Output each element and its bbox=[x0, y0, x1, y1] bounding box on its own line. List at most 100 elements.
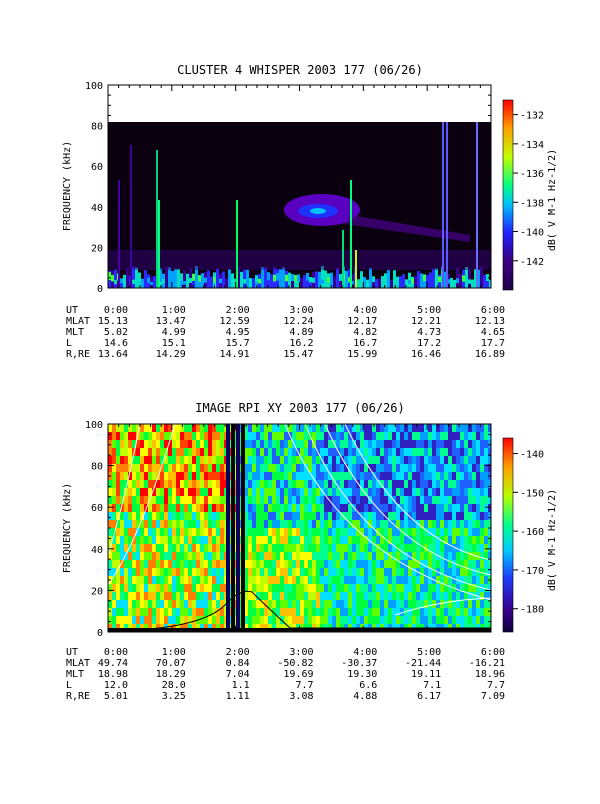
spectrogram-cell bbox=[208, 592, 212, 600]
spectrogram-cell bbox=[176, 552, 180, 560]
ephemeris-value: 0:00 bbox=[104, 305, 128, 316]
spectrogram-cell bbox=[140, 472, 144, 480]
spectrogram-cell bbox=[220, 600, 224, 608]
spectrogram-cell bbox=[136, 464, 140, 472]
spectrogram-cell bbox=[308, 528, 312, 536]
spectrogram-cell bbox=[268, 496, 272, 504]
spectrogram-cell bbox=[484, 496, 488, 504]
spectrogram-cell bbox=[412, 472, 416, 480]
spectrogram-cell bbox=[408, 504, 412, 512]
spectrogram-cell bbox=[248, 432, 252, 440]
spectrogram-cell bbox=[456, 568, 460, 576]
spectrogram-cell bbox=[472, 512, 476, 520]
spectrogram-cell bbox=[208, 496, 212, 504]
spectrogram-cell bbox=[332, 600, 336, 608]
spectrogram-cell bbox=[356, 424, 360, 432]
spectrogram-cell bbox=[340, 608, 344, 616]
spectrogram-cell bbox=[440, 560, 444, 568]
spectrogram-cell bbox=[348, 480, 352, 488]
spectrogram-cell bbox=[300, 480, 304, 488]
spectrogram-dark-band bbox=[241, 424, 245, 632]
spectrogram-cell bbox=[440, 600, 444, 608]
spectrogram-cell bbox=[136, 600, 140, 608]
spectrogram-cell bbox=[428, 552, 432, 560]
spectrogram-cell bbox=[208, 576, 212, 584]
spectrogram-cell bbox=[172, 536, 176, 544]
spectrogram-cell bbox=[135, 267, 138, 288]
spectrogram-cell bbox=[108, 272, 111, 281]
spectrogram-cell bbox=[316, 584, 320, 592]
spectrogram-cell bbox=[416, 440, 420, 448]
spectrogram-cell bbox=[252, 616, 256, 624]
spectrogram-cell bbox=[264, 528, 268, 536]
spectrogram-cell bbox=[476, 424, 480, 432]
spectrogram-cell bbox=[196, 568, 200, 576]
spectrogram-cell bbox=[364, 568, 368, 576]
spectrogram-cell bbox=[476, 488, 480, 496]
spectrogram-cell bbox=[216, 560, 220, 568]
spectrogram-cell bbox=[476, 496, 480, 504]
spectrogram-cell bbox=[447, 279, 450, 284]
spectrogram-cell bbox=[184, 552, 188, 560]
spectrogram-cell bbox=[244, 464, 248, 472]
spectrogram-cell bbox=[108, 592, 112, 600]
spectrogram-cell bbox=[488, 560, 491, 568]
spectrogram-cell bbox=[472, 584, 476, 592]
spectrogram-cell bbox=[112, 552, 116, 560]
spectrogram-cell bbox=[296, 576, 300, 584]
ephemeris-value: 15.1 bbox=[162, 338, 186, 349]
spectrogram-cell bbox=[112, 544, 116, 552]
spectrogram-cell bbox=[120, 488, 124, 496]
spectrogram-cell bbox=[183, 270, 186, 288]
spectrogram-cell bbox=[292, 608, 296, 616]
spectrogram-cell bbox=[344, 440, 348, 448]
spectrogram-burst bbox=[342, 230, 344, 288]
ephemeris-value: 4:00 bbox=[353, 647, 377, 658]
y-tick-label: 20 bbox=[91, 586, 103, 597]
spectrogram-cell bbox=[304, 552, 308, 560]
spectrogram-cell bbox=[248, 472, 252, 480]
spectrogram-cell bbox=[296, 472, 300, 480]
spectrogram-cell bbox=[336, 576, 340, 584]
spectrogram-cell bbox=[208, 440, 212, 448]
spectrogram-cell bbox=[340, 512, 344, 520]
spectrogram-cell bbox=[196, 576, 200, 584]
spectrogram-cell bbox=[360, 472, 364, 480]
spectrogram-cell bbox=[308, 552, 312, 560]
spectrogram-cell bbox=[432, 600, 436, 608]
spectrogram-cell bbox=[376, 488, 380, 496]
spectrogram-cell bbox=[120, 480, 124, 488]
spectrogram-cell bbox=[340, 504, 344, 512]
spectrogram-cell bbox=[396, 464, 400, 472]
spectrogram-cell bbox=[160, 488, 164, 496]
spectrogram-cell bbox=[244, 488, 248, 496]
spectrogram-cell bbox=[308, 488, 312, 496]
spectrogram-cell bbox=[248, 560, 252, 568]
spectrogram-cell bbox=[112, 528, 116, 536]
spectrogram-cell bbox=[388, 576, 392, 584]
spectrogram-cell bbox=[420, 472, 424, 480]
spectrogram-cell bbox=[330, 274, 333, 282]
spectrogram-cell bbox=[460, 424, 464, 432]
spectrogram-cell bbox=[344, 432, 348, 440]
spectrogram-cell bbox=[316, 528, 320, 536]
spectrogram-cell bbox=[477, 269, 480, 288]
spectrogram-cell bbox=[144, 528, 148, 536]
spectrogram-cell bbox=[408, 536, 412, 544]
spectrogram-cell bbox=[124, 576, 128, 584]
spectrogram-cell bbox=[460, 480, 464, 488]
spectrogram-cell bbox=[116, 472, 120, 480]
spectrogram-cell bbox=[340, 592, 344, 600]
spectrogram-cell bbox=[284, 432, 288, 440]
emission-blob-peak bbox=[310, 208, 326, 214]
spectrogram-cell bbox=[124, 528, 128, 536]
spectrogram-cell bbox=[196, 504, 200, 512]
spectrogram-cell bbox=[132, 544, 136, 552]
spectrogram-cell bbox=[360, 608, 364, 616]
spectrogram-cell bbox=[156, 576, 160, 584]
spectrogram-cell bbox=[212, 480, 216, 488]
spectrogram-cell bbox=[168, 480, 172, 488]
spectrogram-cell bbox=[352, 488, 356, 496]
spectrogram-cell bbox=[180, 544, 184, 552]
ephemeris-value: 14.6 bbox=[104, 338, 128, 349]
